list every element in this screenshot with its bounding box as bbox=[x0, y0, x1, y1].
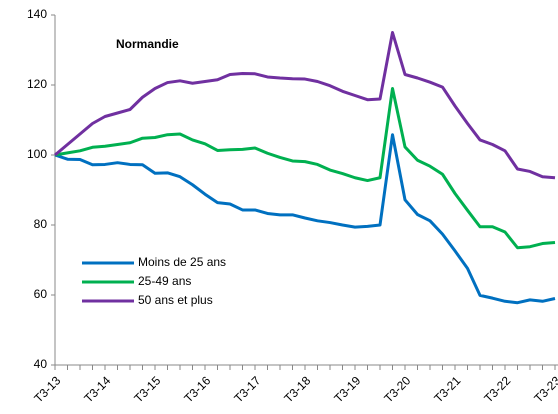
x-tick-label: T3-21 bbox=[431, 373, 463, 405]
x-tick-label: T3-18 bbox=[281, 373, 313, 405]
y-tick-label: 140 bbox=[27, 7, 47, 21]
x-tick-label: T3-16 bbox=[181, 373, 213, 405]
x-tick-label: T3-19 bbox=[331, 373, 363, 405]
y-tick-label: 40 bbox=[34, 357, 48, 371]
y-tick-label: 60 bbox=[34, 287, 48, 301]
series-line bbox=[54, 133, 556, 305]
x-tick-label: T3-15 bbox=[131, 373, 163, 405]
series-line bbox=[54, 31, 556, 180]
legend-label: 25-49 ans bbox=[138, 274, 191, 288]
y-tick-label: 100 bbox=[27, 147, 47, 161]
x-tick-label: T3-13 bbox=[31, 373, 63, 405]
y-tick-label: 80 bbox=[34, 217, 48, 231]
legend-label: 50 ans et plus bbox=[138, 293, 213, 307]
x-tick-label: T3-14 bbox=[81, 373, 113, 405]
y-tick-label: 120 bbox=[27, 77, 47, 91]
x-tick-label: T3-22 bbox=[481, 373, 513, 405]
annotation: Normandie bbox=[116, 37, 179, 51]
series-line bbox=[54, 87, 556, 250]
x-tick-label: T3-23 bbox=[531, 373, 558, 405]
legend-label: Moins de 25 ans bbox=[138, 255, 226, 269]
x-tick-label: T3-20 bbox=[381, 373, 413, 405]
x-tick-label: T3-17 bbox=[231, 373, 263, 405]
